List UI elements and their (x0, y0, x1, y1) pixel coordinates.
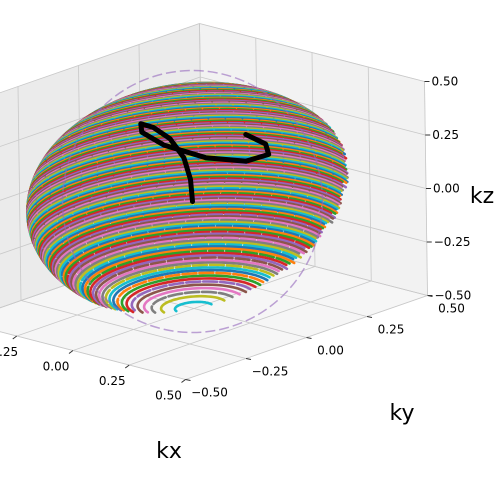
trajectory-line (72, 236, 305, 300)
trajectory-line (125, 277, 257, 314)
trajectory-line (111, 268, 269, 312)
highlight-trajectory (138, 121, 272, 204)
trajectory-line (142, 286, 241, 314)
trajectory-line (70, 234, 308, 299)
trajectory-line (76, 240, 302, 302)
x-tick-label: −0.25 (0, 345, 18, 359)
z-tick-label: 0.25 (432, 128, 459, 142)
trajectory-line (68, 232, 306, 296)
trajectory-line (108, 266, 271, 311)
trajectory-line (101, 261, 279, 310)
z-tick-label: −0.25 (434, 235, 471, 249)
trajectory-line (83, 247, 296, 305)
y-tick-label: 0.00 (317, 344, 344, 358)
trajectory-line (130, 280, 252, 314)
x-axis-label: kx (156, 439, 182, 464)
highlight-trajectory-line (138, 121, 272, 204)
trajectory-line (116, 271, 265, 312)
trajectory-line (136, 283, 248, 314)
trajectory-line (42, 200, 334, 277)
y-tick-label: −0.50 (191, 386, 228, 400)
trajectory-line (62, 226, 316, 293)
trajectory-line (46, 205, 326, 281)
x-tick-label: 0.50 (155, 389, 182, 403)
trajectory-line (49, 209, 325, 283)
trajectory-line (173, 300, 213, 313)
trajectory-line (39, 195, 336, 274)
trajectory-line (53, 214, 321, 286)
trajectory-line (88, 251, 288, 306)
trajectory-line (91, 253, 289, 307)
trajectory-sphere (25, 69, 349, 334)
trajectory-line (60, 224, 315, 294)
z-tick-label: 0.50 (432, 75, 459, 89)
y-axis-label: ky (390, 401, 415, 426)
z-axis-label: kz (470, 184, 494, 209)
x-tick-label: 0.25 (99, 374, 126, 388)
trajectory-line (120, 274, 262, 313)
axis-ticks: −0.50−0.250.000.250.50−0.50−0.250.000.25… (0, 75, 471, 403)
trajectory-line (66, 230, 311, 297)
trajectory-line (86, 249, 291, 306)
z-tick-label: −0.50 (435, 289, 472, 303)
x-tick-label: 0.00 (43, 360, 70, 374)
trajectory-line (159, 294, 226, 314)
y-tick-label: −0.25 (252, 365, 289, 379)
trajectory-line (78, 242, 298, 303)
z-tick-label: 0.00 (433, 182, 460, 196)
y-tick-label: 0.50 (438, 302, 465, 316)
trajectory-line (54, 216, 322, 288)
y-tick-label: 0.25 (378, 323, 405, 337)
sphere-outline (61, 69, 324, 334)
trajectory-line (150, 290, 234, 314)
trajectory-line (57, 220, 317, 290)
trajectory-line (74, 238, 301, 299)
trajectory-line (40, 197, 335, 276)
trajectory-line (94, 256, 284, 309)
